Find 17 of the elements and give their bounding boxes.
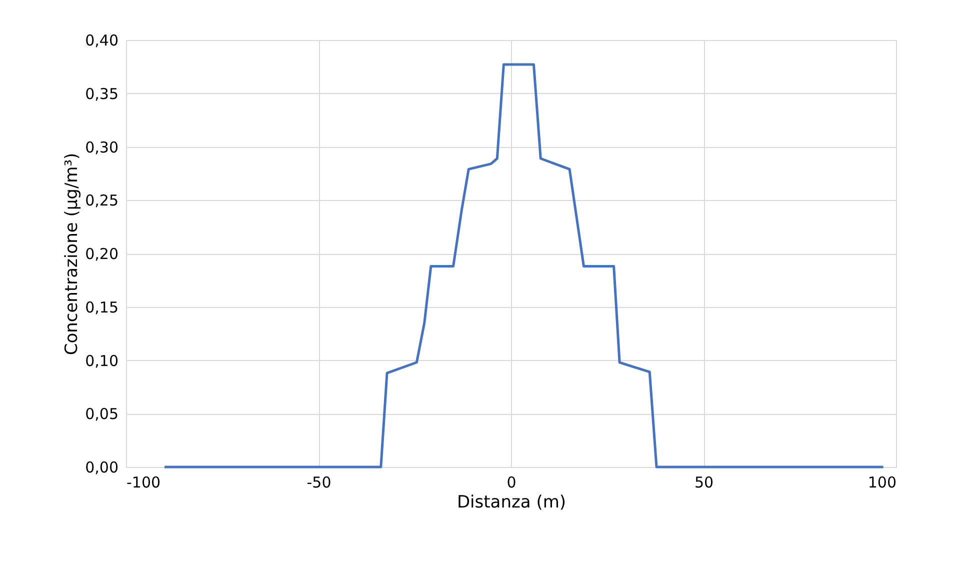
y-axis-title: Concentrazione (µg/m³): [62, 152, 82, 356]
y-tick-label: 0,15: [85, 298, 118, 316]
x-tick-label: -50: [306, 474, 332, 492]
x-tick-label: 50: [694, 474, 714, 492]
y-tick-label: 0,35: [85, 84, 118, 103]
y-tick-label: 0,25: [85, 192, 118, 210]
line-series: [163, 63, 885, 468]
y-tick-label: 0,30: [85, 138, 118, 156]
x-tick-label: 100: [868, 474, 896, 492]
x-tick-label: -100: [126, 474, 161, 492]
y-tick-label: 0,00: [85, 458, 118, 476]
y-tick-label: 0,20: [85, 245, 118, 263]
y-tick-label: 0,40: [85, 32, 118, 50]
y-tick-label: 0,10: [85, 352, 118, 370]
x-tick-label: 0: [506, 474, 516, 492]
x-axis-title: Distanza (m): [456, 492, 566, 512]
y-tick-label: 0,05: [85, 405, 118, 424]
